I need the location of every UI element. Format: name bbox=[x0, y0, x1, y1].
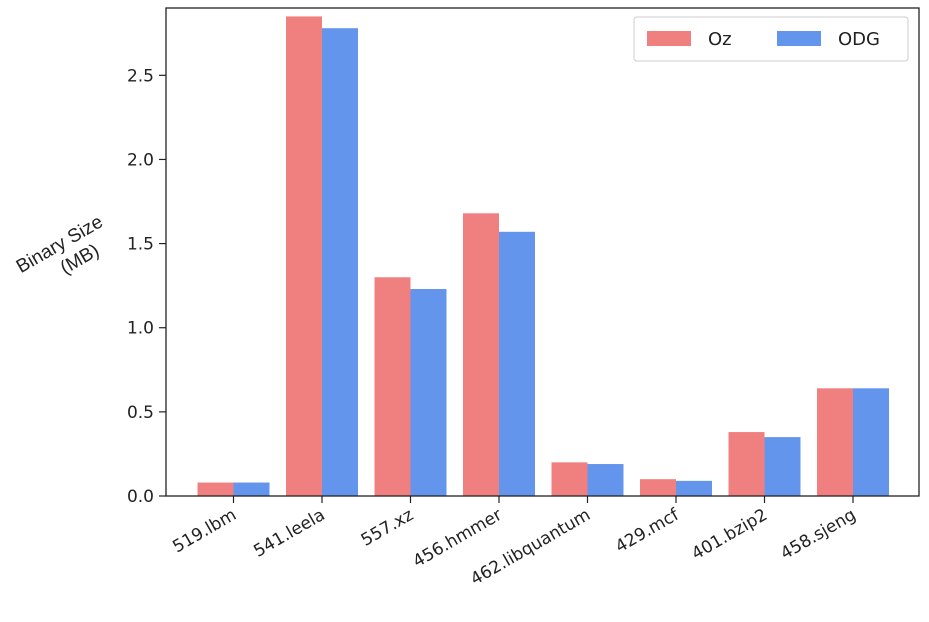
y-axis-ticks: 0.0 0.5 1.0 1.5 2.0 2.5 bbox=[127, 66, 166, 507]
bar-oz-519-lbm bbox=[197, 482, 234, 496]
bar-odg-541-leela bbox=[322, 28, 358, 496]
y-tick-label: 1.0 bbox=[127, 319, 154, 339]
bar-oz-462-libquantum bbox=[551, 462, 588, 496]
x-tick-label-557-xz: 557.xz bbox=[358, 505, 417, 551]
bar-odg-519-lbm bbox=[233, 482, 270, 496]
x-axis-ticks: 519.lbm 541.leela 557.xz456.hmmer462.libqu… bbox=[169, 496, 860, 590]
bar-odg-458-sjeng bbox=[853, 388, 889, 496]
legend-swatch-oz bbox=[647, 31, 691, 46]
x-tick-label-519-lbm: 519.lbm bbox=[169, 505, 240, 557]
x-tick-label-401-bzip2: 401.bzip2 bbox=[688, 505, 771, 564]
x-tick-label-458-sjeng: 458.sjeng bbox=[777, 505, 859, 564]
bar-oz-557-xz bbox=[374, 277, 411, 496]
bar-oz-429-mcf bbox=[640, 479, 676, 496]
bar-oz-458-sjeng bbox=[817, 388, 853, 496]
plot-frame bbox=[165, 7, 920, 497]
bar-odg-456-hmmer bbox=[499, 231, 535, 497]
x-tick-label-541-leela: 541.leela bbox=[250, 505, 328, 562]
legend: Oz ODG bbox=[633, 16, 909, 62]
bar-odg-557-xz bbox=[410, 289, 447, 496]
y-tick-label: 2.0 bbox=[127, 150, 154, 170]
y-tick-label: 0.0 bbox=[127, 487, 154, 507]
legend-box bbox=[633, 16, 909, 62]
y-tick-label: 0.5 bbox=[127, 403, 154, 423]
bar-oz-401-bzip2 bbox=[728, 432, 765, 496]
bar-oz-541-leela bbox=[286, 16, 322, 497]
bars-group bbox=[197, 16, 889, 497]
bar-odg-429-mcf bbox=[676, 480, 712, 496]
y-tick-label: 2.5 bbox=[127, 66, 154, 86]
x-tick-label-429-mcf: 429.mcf bbox=[612, 505, 683, 558]
legend-label-oz: Oz bbox=[708, 29, 732, 50]
legend-swatch-odg bbox=[777, 31, 821, 46]
bar-oz-456-hmmer bbox=[463, 213, 499, 496]
bar-odg-462-libquantum bbox=[587, 464, 624, 496]
y-axis-label: Binary Size (MB) bbox=[13, 212, 107, 279]
bar-odg-401-bzip2 bbox=[764, 437, 801, 496]
legend-label-odg: ODG bbox=[838, 29, 880, 50]
y-tick-label: 1.5 bbox=[127, 235, 154, 255]
